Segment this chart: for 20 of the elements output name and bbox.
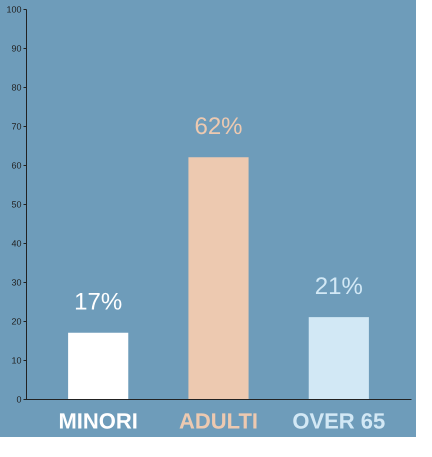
y-tick-label: 40 — [11, 238, 22, 248]
x-tick-label: ADULTI — [178, 408, 258, 434]
bar — [308, 317, 369, 399]
data-label: 21% — [314, 273, 363, 300]
y-tick-label: 100 — [6, 4, 22, 14]
x-tick-label: MINORI — [58, 408, 138, 434]
y-tick-label: 0 — [16, 394, 22, 404]
y-tick-label: 50 — [11, 200, 22, 210]
bar — [188, 157, 249, 399]
y-tick-label: 80 — [11, 82, 22, 92]
y-tick-label: 90 — [11, 44, 22, 54]
data-label: 17% — [74, 288, 122, 316]
y-tick-label: 70 — [11, 122, 22, 132]
x-tick-label: OVER 65 — [292, 408, 386, 434]
data-label: 62% — [194, 113, 243, 140]
y-tick-label: 10 — [11, 356, 22, 366]
y-tick-label: 30 — [11, 278, 22, 288]
y-tick-label: 20 — [11, 316, 22, 326]
y-tick-label: 60 — [11, 160, 22, 170]
bar — [68, 332, 128, 399]
